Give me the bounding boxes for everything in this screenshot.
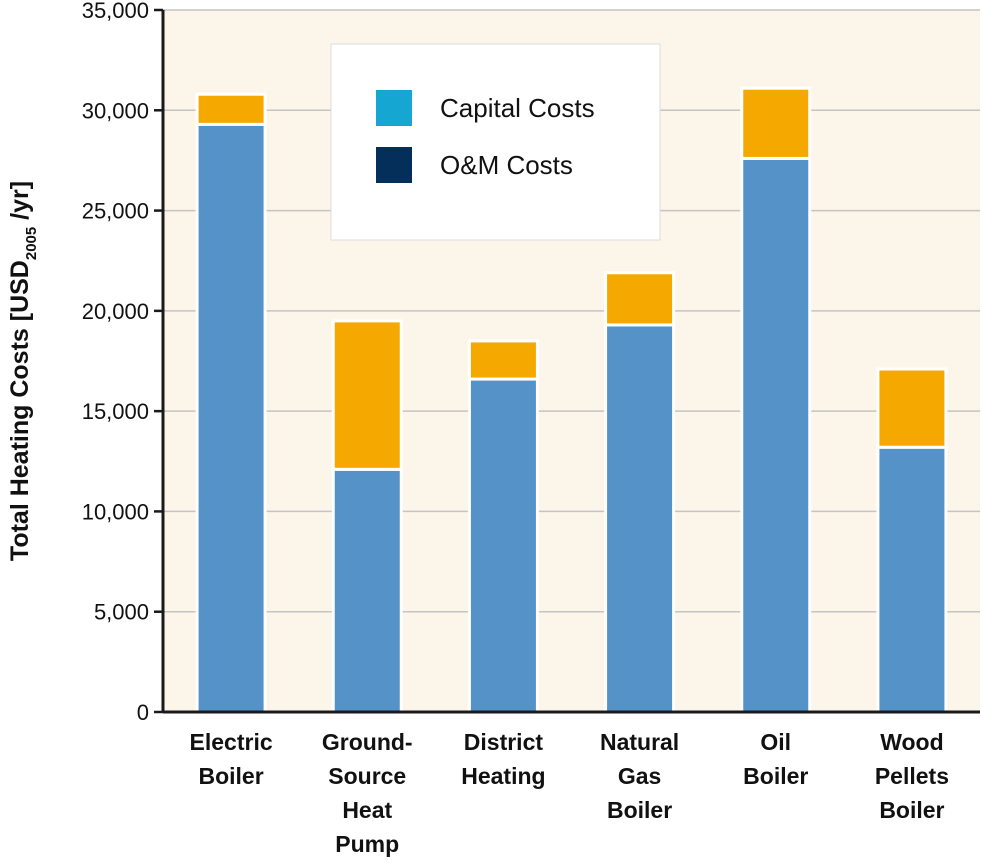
x-category-label: Ground- — [322, 729, 413, 755]
y-tick-label: 20,000 — [82, 299, 149, 324]
x-category-label: Boiler — [607, 797, 672, 823]
x-category-label: Source — [328, 763, 406, 789]
x-category-label: Electric — [190, 729, 273, 755]
x-category-label: Boiler — [743, 763, 808, 789]
x-category-labels: Electric Boiler Ground- Source Heat Pump Distr… — [190, 729, 949, 857]
x-category-label: Gas — [618, 763, 661, 789]
legend-box — [330, 43, 661, 241]
bar-segment-om — [876, 445, 948, 714]
bar-segment-om — [467, 377, 539, 714]
bar-segment-om — [331, 467, 403, 714]
bar-segment-om — [195, 122, 267, 714]
bars — [195, 86, 948, 714]
y-tick-label: 0 — [137, 700, 149, 725]
y-tick-label: 35,000 — [82, 0, 149, 23]
x-category-label: Boiler — [198, 763, 263, 789]
bar-segment-capital — [876, 367, 948, 449]
y-axis-label: Total Heating Costs [USD2005 /yr] — [6, 181, 40, 561]
x-category-label: Heat — [342, 797, 392, 823]
x-category-label: Boiler — [879, 797, 944, 823]
x-category-label: Wood — [880, 729, 943, 755]
axes — [161, 10, 980, 714]
bar-segment-capital — [467, 339, 539, 381]
y-tick-label: 5,000 — [94, 600, 149, 625]
x-category-label: District — [464, 729, 544, 755]
legend-label: O&M Costs — [440, 150, 573, 180]
y-tick-labels: 0 5,000 10,000 15,000 20,000 25,000 30,000 35,0… — [82, 0, 149, 725]
legend-swatch — [376, 147, 412, 183]
x-category-label: Pump — [335, 831, 399, 857]
y-tick-label: 30,000 — [82, 98, 149, 123]
y-tick-label: 25,000 — [82, 199, 149, 224]
legend-swatch — [376, 90, 412, 126]
y-tick-label: 10,000 — [82, 499, 149, 524]
legend-label: Capital Costs — [440, 93, 595, 123]
x-category-label: Oil — [760, 729, 791, 755]
bar-segment-capital — [195, 92, 267, 126]
x-category-label: Pellets — [875, 763, 949, 789]
y-tick-label: 15,000 — [82, 399, 149, 424]
bar-segment-capital — [331, 319, 403, 471]
bar-segment-om — [740, 156, 812, 714]
bar-segment-om — [604, 323, 676, 714]
bar-segment-capital — [604, 271, 676, 327]
x-category-label: Natural — [600, 729, 679, 755]
bar-segment-capital — [740, 86, 812, 160]
x-category-label: Heating — [461, 763, 545, 789]
legend: Capital Costs O&M Costs — [330, 43, 661, 241]
